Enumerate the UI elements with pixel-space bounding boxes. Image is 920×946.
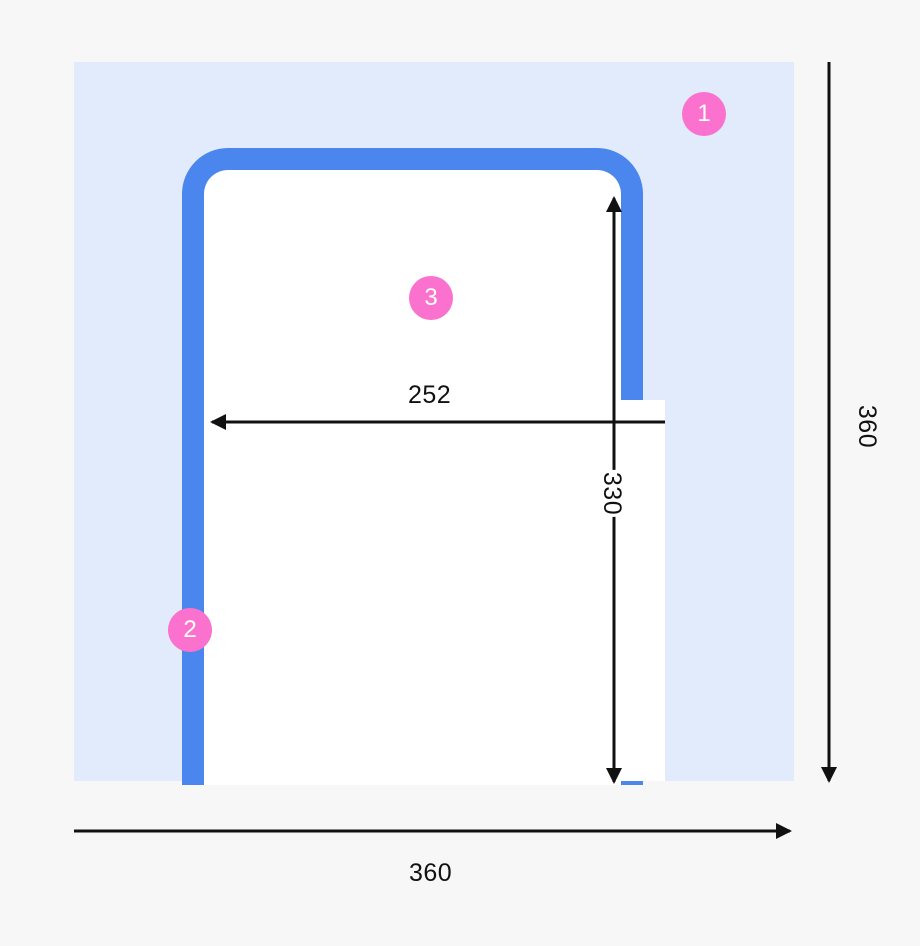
callout-badge-1[interactable]: 1 — [682, 92, 726, 136]
dimension-label-overall-height: 360 — [853, 404, 882, 449]
dimension-label-overall-width: 360 — [409, 859, 453, 887]
dimension-line-252 — [210, 414, 665, 430]
dimension-label-inner-height: 330 — [593, 469, 631, 518]
inner-content-area — [205, 400, 665, 781]
dimension-line-360-height — [821, 62, 837, 783]
dimension-label-inner-width: 252 — [408, 381, 452, 409]
callout-badge-2[interactable]: 2 — [168, 608, 212, 652]
callout-badge-3[interactable]: 3 — [409, 276, 453, 320]
dimension-line-360-width — [74, 823, 792, 839]
